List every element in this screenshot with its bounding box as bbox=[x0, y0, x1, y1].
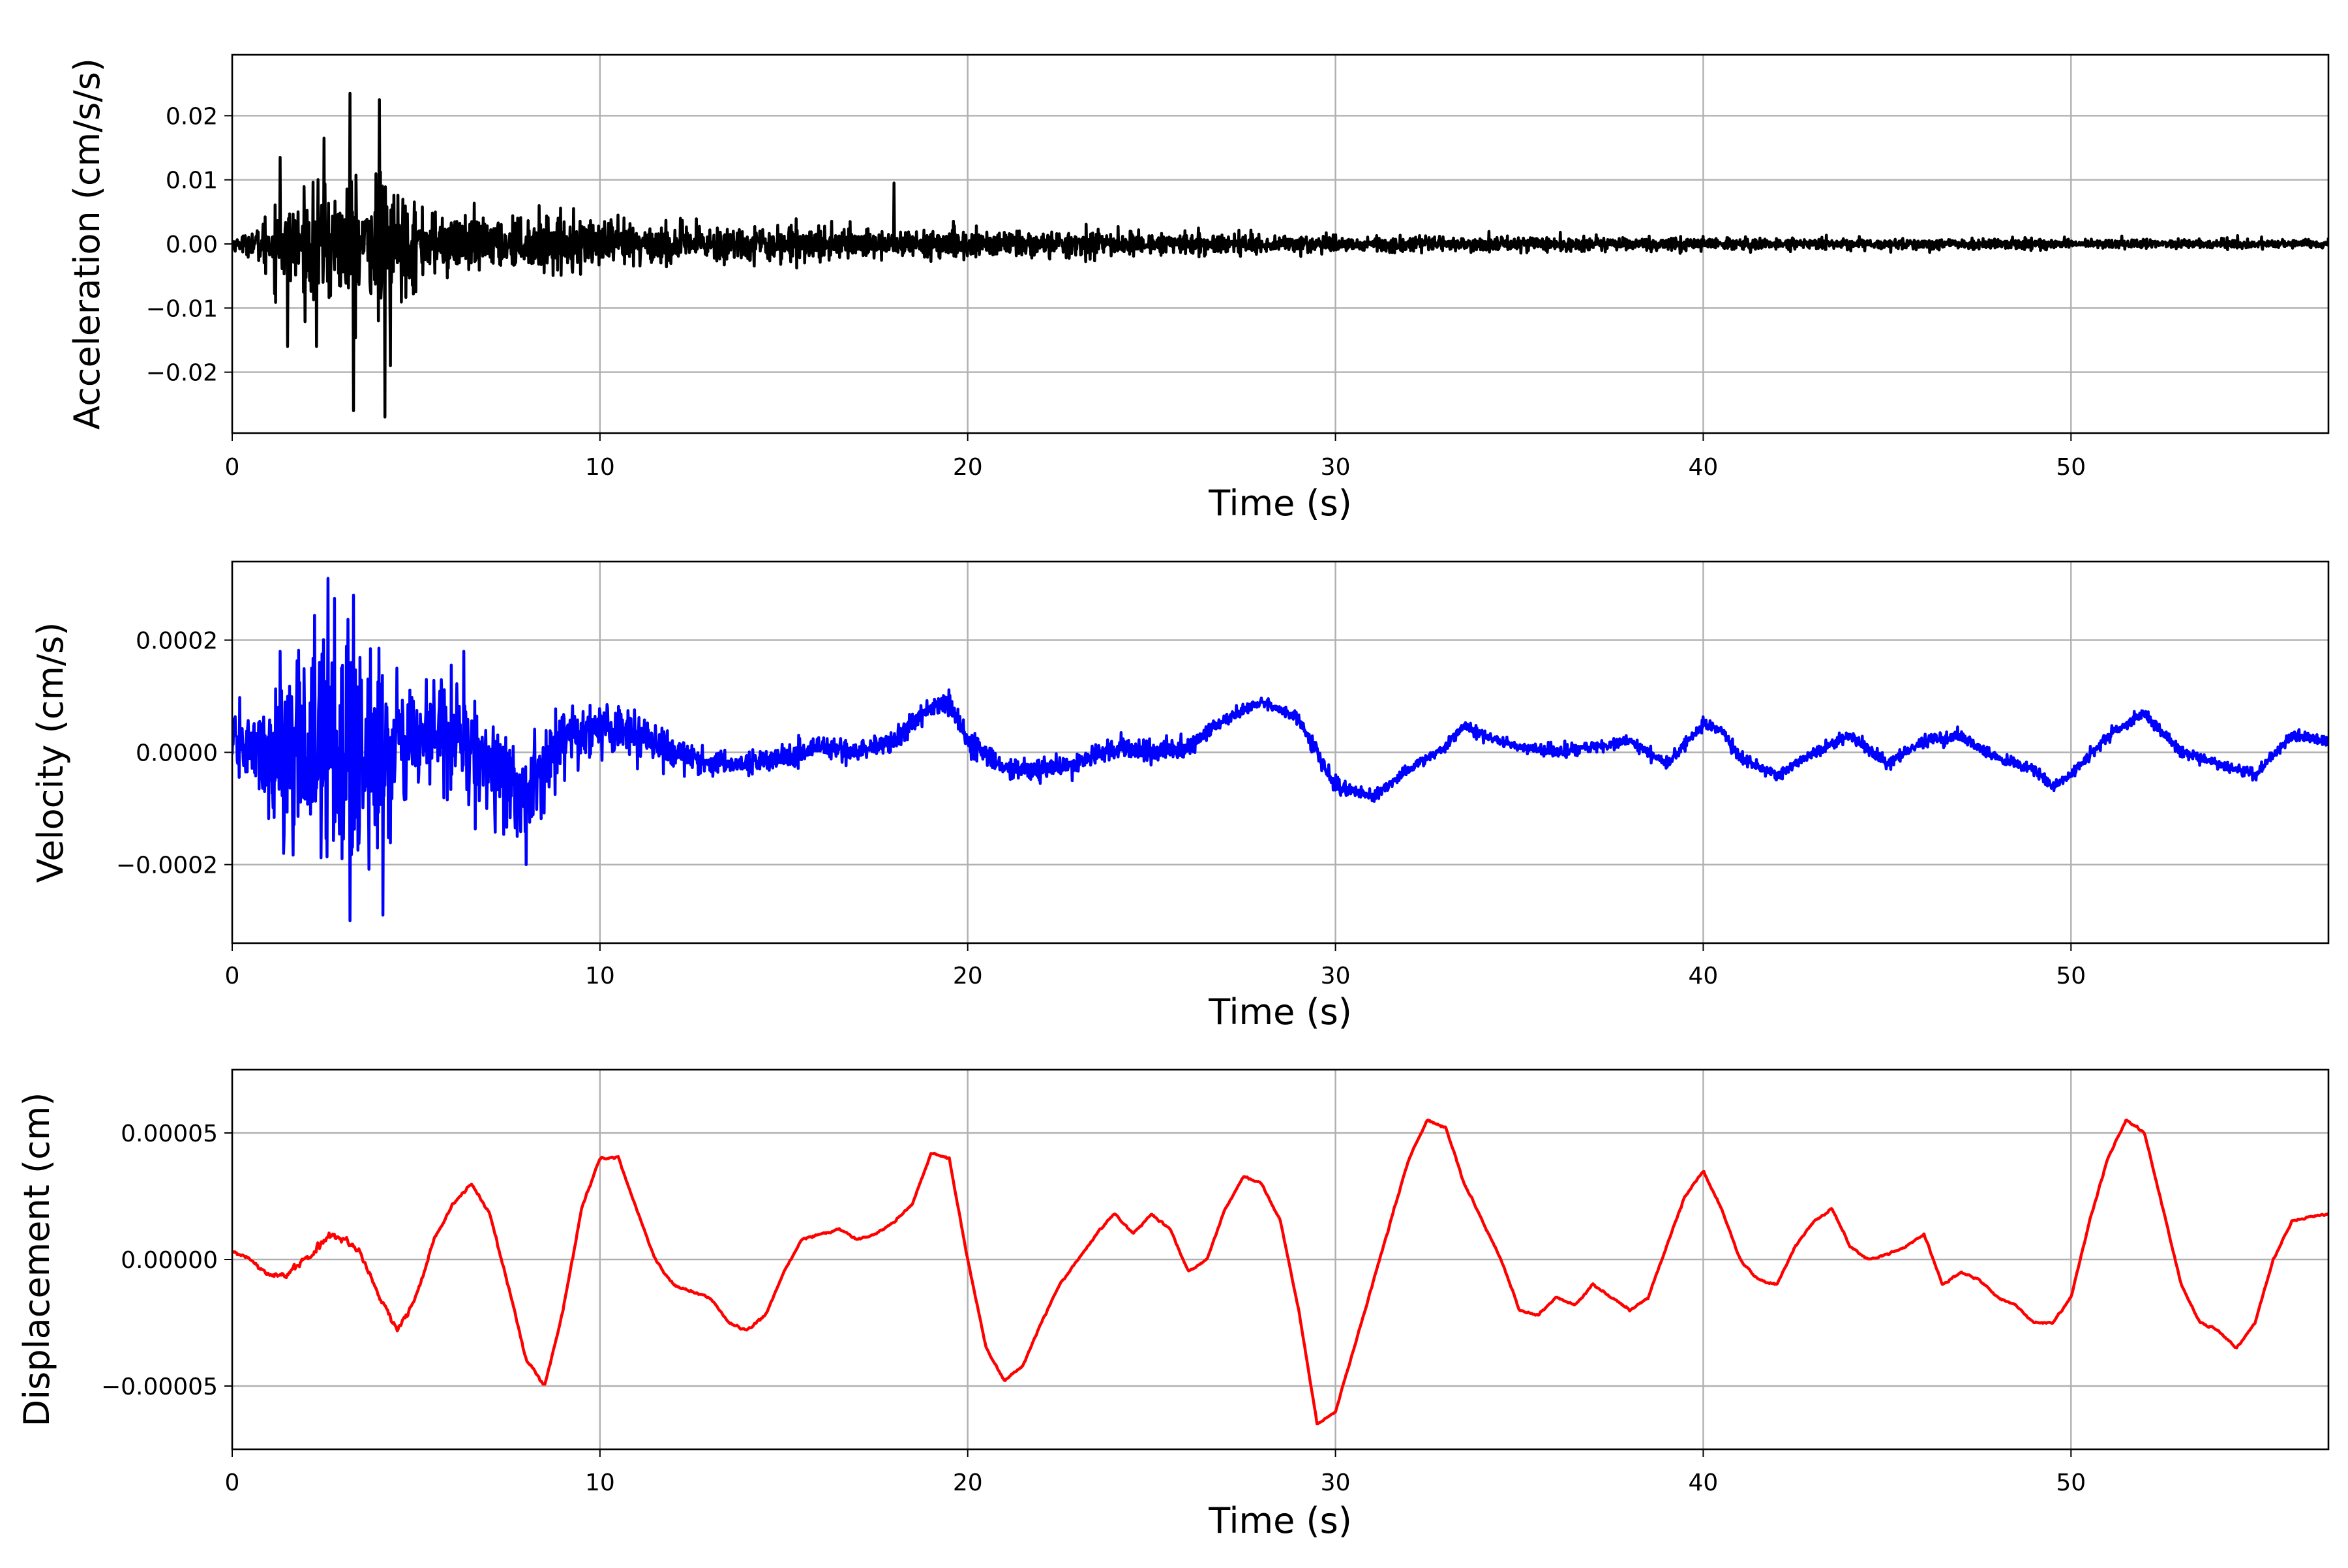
displacement-x-tick-label: 10 bbox=[585, 1470, 615, 1496]
acceleration-x-tick-label: 10 bbox=[585, 454, 615, 481]
acceleration-y-axis-label: Acceleration (cm/s/s) bbox=[67, 58, 108, 430]
velocity-x-tick-label: 40 bbox=[1689, 963, 1719, 989]
acceleration-x-axis-label: Time (s) bbox=[1208, 483, 1352, 524]
velocity-x-tick-label: 20 bbox=[953, 963, 983, 989]
displacement-x-tick-label: 0 bbox=[225, 1470, 240, 1496]
acceleration-y-tick-label: −0.01 bbox=[146, 295, 218, 322]
acceleration-x-tick-label: 0 bbox=[225, 454, 240, 481]
velocity-x-tick-label: 50 bbox=[2056, 963, 2086, 989]
velocity-y-tick-label: −0.0002 bbox=[116, 852, 218, 879]
velocity-y-tick-label: 0.0000 bbox=[136, 740, 218, 767]
velocity-x-tick-label: 0 bbox=[225, 963, 240, 989]
velocity-series-line bbox=[232, 577, 2328, 922]
acceleration-y-tick-label: 0.00 bbox=[166, 232, 218, 258]
velocity-y-tick-label: 0.0002 bbox=[136, 627, 218, 654]
displacement-x-tick-label: 30 bbox=[1321, 1470, 1351, 1496]
displacement-x-tick-label: 40 bbox=[1689, 1470, 1719, 1496]
velocity-x-tick-label: 10 bbox=[585, 963, 615, 989]
acceleration-x-tick-label: 30 bbox=[1321, 454, 1351, 481]
acceleration-y-tick-label: −0.02 bbox=[146, 360, 218, 387]
acceleration-x-tick-label: 20 bbox=[953, 454, 983, 481]
acceleration-x-tick-label: 40 bbox=[1689, 454, 1719, 481]
displacement-series-line bbox=[232, 1118, 2328, 1426]
displacement-x-axis-label: Time (s) bbox=[1208, 1500, 1352, 1541]
displacement-y-tick-label: −0.00005 bbox=[101, 1374, 218, 1400]
velocity-x-tick-label: 30 bbox=[1321, 963, 1351, 989]
acceleration-series-line bbox=[232, 91, 2328, 419]
acceleration-y-tick-label: 0.02 bbox=[166, 103, 218, 130]
velocity-x-axis-label: Time (s) bbox=[1208, 991, 1352, 1033]
acceleration-y-tick-label: 0.01 bbox=[166, 168, 218, 194]
acceleration-x-tick-label: 50 bbox=[2056, 454, 2086, 481]
displacement-y-tick-label: 0.00000 bbox=[121, 1247, 218, 1274]
displacement-y-tick-label: 0.00005 bbox=[121, 1121, 218, 1147]
displacement-x-tick-label: 20 bbox=[953, 1470, 983, 1496]
velocity-y-axis-label: Velocity (cm/s) bbox=[30, 622, 71, 883]
displacement-y-axis-label: Displacement (cm) bbox=[16, 1093, 57, 1427]
acceleration-panel: 0 10 20 30 40 50 −0.02 −0.01 0.00 0.01 0.02 Time (s… bbox=[67, 53, 2330, 524]
displacement-x-tick-label: 50 bbox=[2056, 1470, 2086, 1496]
velocity-panel: 0 10 20 30 40 50 −0.0002 0.0000 0.0002 Time (s) Ve… bbox=[30, 560, 2330, 1033]
displacement-panel: 0 10 20 30 40 50 −0.00005 0.00000 0.00005 Time (s… bbox=[16, 1068, 2330, 1541]
